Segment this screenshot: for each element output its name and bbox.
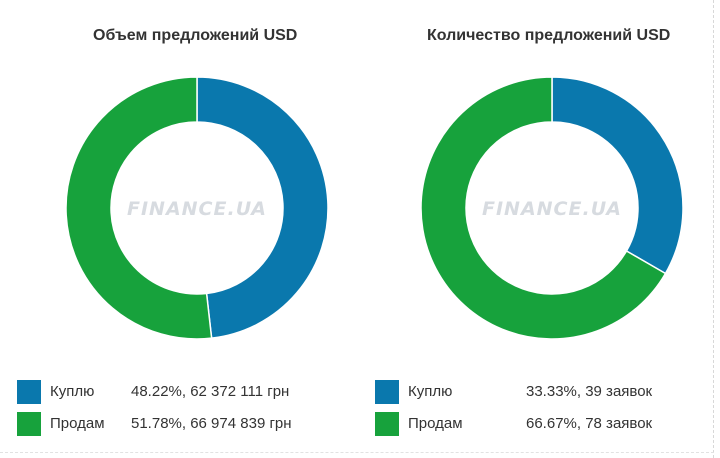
legend-value: 51.78%, 66 974 839 грн [131, 415, 292, 432]
legend-label: Продам [408, 415, 463, 432]
legend-value: 66.67%, 78 заявок [526, 415, 653, 432]
legend-item-buy: Куплю 33.33%, 39 заявок [375, 380, 715, 410]
dashed-right-border [713, 0, 714, 458]
legend-label: Продам [50, 415, 105, 432]
legend-value: 33.33%, 39 заявок [526, 383, 653, 400]
watermark-logo: FINANCE.UA [482, 198, 622, 220]
donut-slice-buy [551, 76, 684, 275]
dashed-bottom-border [0, 452, 714, 453]
donut-slice-sell [65, 76, 213, 340]
legend-label: Куплю [408, 383, 453, 400]
chart-title: Объем предложений USD [93, 27, 298, 44]
legend-item-buy: Куплю 48.22%, 62 372 111 грн [17, 380, 357, 410]
count-chart-panel: Количество предложений USD FINANCE.UA Ку… [360, 0, 720, 458]
donut-slice-sell [420, 76, 667, 340]
legend-swatch-sell [375, 412, 399, 436]
volume-chart-panel: Объем предложений USD FINANCE.UA Куплю 4… [17, 27, 357, 442]
legend-item-sell: Продам 51.78%, 66 974 839 грн [17, 412, 357, 442]
legend-swatch-buy [375, 380, 399, 404]
donut-chart: FINANCE.UA [420, 76, 684, 340]
legend-item-sell: Продам 66.67%, 78 заявок [375, 412, 715, 442]
donut-chart: FINANCE.UA [65, 76, 329, 340]
donut-slice-buy [196, 76, 329, 340]
watermark-logo: FINANCE.UA [127, 198, 267, 220]
legend-swatch-sell [17, 412, 41, 436]
legend-value: 48.22%, 62 372 111 грн [131, 383, 290, 400]
legend-swatch-buy [17, 380, 41, 404]
legend-label: Куплю [50, 383, 95, 400]
chart-title: Количество предложений USD [427, 27, 671, 44]
